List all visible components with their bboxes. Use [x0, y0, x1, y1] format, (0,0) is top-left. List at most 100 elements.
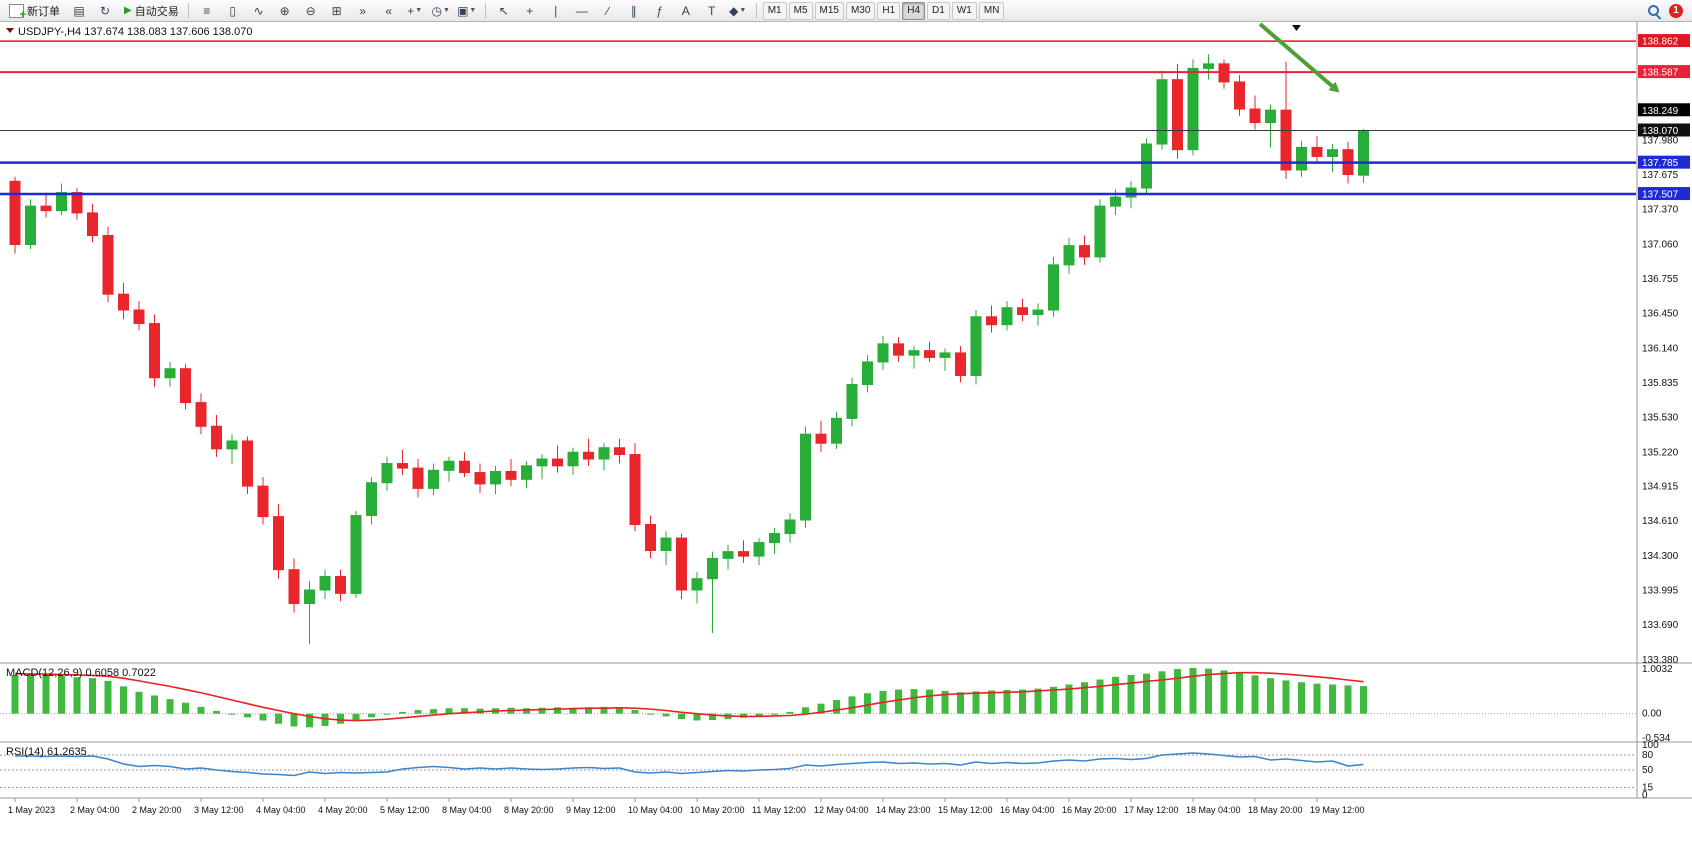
macd-histogram-bar — [1205, 668, 1212, 714]
zoom-out-button[interactable]: ⊖ — [305, 3, 316, 18]
new-order-button[interactable]: 新订单 — [5, 1, 64, 21]
macd-histogram-bar — [569, 707, 577, 714]
arrows-button[interactable]: ◆ ▼ — [729, 3, 747, 18]
left-icon-group: ▤ ↻ — [66, 1, 118, 21]
macd-histogram-bar — [1236, 672, 1243, 714]
candle-body — [660, 537, 672, 551]
candle-body — [815, 433, 827, 444]
candle-body — [505, 470, 517, 480]
zoom-in-button[interactable]: ⊕ — [279, 3, 290, 18]
triangle-marker[interactable] — [1292, 25, 1301, 31]
candle-body — [366, 482, 377, 516]
time-axis-label: 10 May 20:00 — [690, 805, 745, 815]
macd-histogram-bar — [399, 711, 406, 714]
chart-title: USDJPY-,H4 137.674 138.083 137.606 138.0… — [18, 26, 252, 38]
timeframe-button-d1[interactable]: D1 — [927, 1, 950, 20]
notification-badge[interactable]: 1 — [1669, 3, 1683, 18]
timeframe-button-m5[interactable]: M5 — [788, 1, 813, 20]
candle-body — [986, 316, 997, 326]
symbol-dropdown-icon[interactable] — [6, 28, 14, 33]
candle-body — [536, 458, 548, 467]
chevron-down-icon: ▼ — [415, 7, 423, 14]
auto-scroll-button[interactable]: » — [359, 3, 367, 18]
timeframe-button-w1[interactable]: W1 — [951, 1, 977, 20]
crosshair-button[interactable]: + — [526, 3, 534, 18]
macd-histogram-bar — [275, 713, 282, 724]
chart-shift-button[interactable]: « — [385, 3, 393, 18]
trendline-button[interactable]: ∕ — [606, 3, 609, 18]
trend-arrow-annotation[interactable] — [1258, 22, 1334, 88]
tile-windows-button[interactable]: ⊞ — [331, 3, 342, 18]
macd-histogram-bar — [445, 708, 453, 714]
timeframe-button-h4[interactable]: H4 — [902, 1, 926, 20]
rsi-line — [15, 752, 1364, 777]
candle-body — [1017, 307, 1028, 316]
cursor-button[interactable]: ↖ — [498, 3, 509, 18]
timeframe-button-h1[interactable]: H1 — [877, 1, 901, 20]
candle-body — [1063, 245, 1075, 266]
timeframe-button-mn[interactable]: MN — [978, 1, 1005, 20]
text-button[interactable]: A — [681, 3, 690, 18]
price-axis-label: 135.220 — [1642, 447, 1679, 458]
chevron-down-icon: ▼ — [469, 7, 477, 14]
templates-button[interactable]: ▣ ▼ — [457, 3, 477, 18]
candle-body — [180, 368, 191, 404]
candle-body — [474, 472, 486, 485]
timeframe-group: M1 M5 M15 M30 H1 H4 D1 W1 MN — [762, 1, 1006, 20]
bar-chart-button[interactable]: ≡ — [203, 3, 211, 18]
candlestick-chart-button[interactable]: ▯ — [229, 3, 236, 18]
candle-body — [846, 384, 858, 419]
periods-button[interactable]: ◷ ▼ — [431, 3, 450, 18]
timeframe-button-m1[interactable]: M1 — [762, 1, 787, 20]
macd-histogram-bar — [213, 710, 220, 714]
price-axis-label: 137.980 — [1642, 136, 1679, 147]
candle-body — [908, 350, 920, 356]
channel-button[interactable]: ∥ — [630, 3, 637, 18]
vertical-line-button[interactable]: ∣ — [552, 3, 559, 18]
chevron-down-icon: ▼ — [442, 7, 450, 14]
chart-svg[interactable]: 137.980 137.675 137.370 137.060 136.755 136.4… — [0, 22, 1692, 855]
candle-body — [1156, 79, 1168, 145]
new-chart-button[interactable]: ▤ — [73, 3, 85, 18]
label-button[interactable]: T — [708, 3, 716, 18]
price-badge-label: 138.862 — [1642, 37, 1679, 48]
candle-body — [40, 205, 52, 212]
timeframe-button-m30[interactable]: M30 — [845, 1, 876, 20]
toolbar-separator — [484, 3, 486, 18]
macd-label: MACD(12,26,9) 0.6058 0.7022 — [6, 667, 156, 679]
candle-body — [1280, 109, 1292, 171]
fibonacci-button[interactable]: ƒ — [656, 3, 664, 18]
chart-area[interactable]: 137.980 137.675 137.370 137.060 136.755 136.4… — [0, 22, 1692, 855]
time-axis-label: 16 May 04:00 — [1000, 805, 1055, 815]
indicators-button[interactable]: + ▼ — [407, 3, 423, 18]
toolbar-separator — [755, 3, 757, 18]
candle-body — [25, 205, 36, 246]
time-axis-label: 10 May 04:00 — [628, 805, 683, 815]
timeframe-button-m15[interactable]: M15 — [814, 1, 844, 20]
candle-body — [1187, 67, 1199, 151]
rsi-scale-label: 100 — [1642, 740, 1659, 751]
time-axis-label: 17 May 12:00 — [1124, 805, 1179, 815]
macd-histogram-bar — [988, 690, 995, 714]
candle-body — [1327, 149, 1338, 157]
horizontal-line-button[interactable]: — — [575, 3, 588, 18]
macd-histogram-bar — [926, 689, 933, 714]
candle-body — [257, 485, 269, 518]
candle-body — [970, 316, 982, 376]
candle-body — [1203, 63, 1214, 69]
candle-body — [1311, 146, 1323, 157]
candle-body — [1110, 196, 1121, 207]
candle-body — [211, 425, 222, 450]
refresh-button[interactable]: ↻ — [99, 3, 111, 18]
candle-body — [381, 463, 393, 484]
macd-histogram-bar — [135, 691, 143, 714]
macd-scale-max: 1.0032 — [1642, 664, 1673, 675]
auto-trading-button[interactable]: ▶ 自动交易 — [120, 1, 183, 21]
price-badge-label: 138.249 — [1642, 106, 1679, 117]
candle-body — [924, 350, 935, 358]
macd-histogram-bar — [352, 713, 360, 721]
macd-histogram-bar — [151, 695, 158, 714]
macd-histogram-bar — [27, 673, 34, 714]
line-chart-button[interactable]: ∿ — [253, 3, 264, 18]
search-icon[interactable] — [1647, 4, 1661, 18]
